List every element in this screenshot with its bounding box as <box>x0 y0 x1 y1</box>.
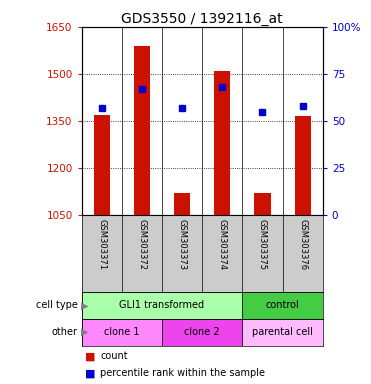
Text: GLI1 transformed: GLI1 transformed <box>119 300 204 310</box>
Text: clone 2: clone 2 <box>184 327 220 337</box>
Bar <box>214 71 230 215</box>
Bar <box>295 116 311 215</box>
Text: ■: ■ <box>85 351 96 361</box>
Text: GSM303373: GSM303373 <box>178 219 187 270</box>
Text: count: count <box>100 351 128 361</box>
Title: GDS3550 / 1392116_at: GDS3550 / 1392116_at <box>121 12 283 26</box>
Bar <box>94 115 110 215</box>
Text: GSM303372: GSM303372 <box>137 219 147 270</box>
Text: ▶: ▶ <box>81 300 88 310</box>
Text: other: other <box>52 327 78 337</box>
Text: percentile rank within the sample: percentile rank within the sample <box>100 368 265 378</box>
Bar <box>242 292 323 319</box>
Text: control: control <box>266 300 299 310</box>
Bar <box>134 46 150 215</box>
Text: GSM303376: GSM303376 <box>298 219 307 270</box>
Bar <box>242 319 323 346</box>
Text: ■: ■ <box>85 368 96 378</box>
Bar <box>82 292 242 319</box>
Text: parental cell: parental cell <box>252 327 313 337</box>
Bar <box>82 319 162 346</box>
Text: ▶: ▶ <box>81 327 88 337</box>
Text: GSM303371: GSM303371 <box>97 219 106 270</box>
Text: GSM303374: GSM303374 <box>218 219 227 270</box>
Text: GSM303375: GSM303375 <box>258 219 267 270</box>
Bar <box>255 193 270 215</box>
Text: clone 1: clone 1 <box>104 327 139 337</box>
Text: cell type: cell type <box>36 300 78 310</box>
Bar <box>174 193 190 215</box>
Bar <box>162 319 242 346</box>
